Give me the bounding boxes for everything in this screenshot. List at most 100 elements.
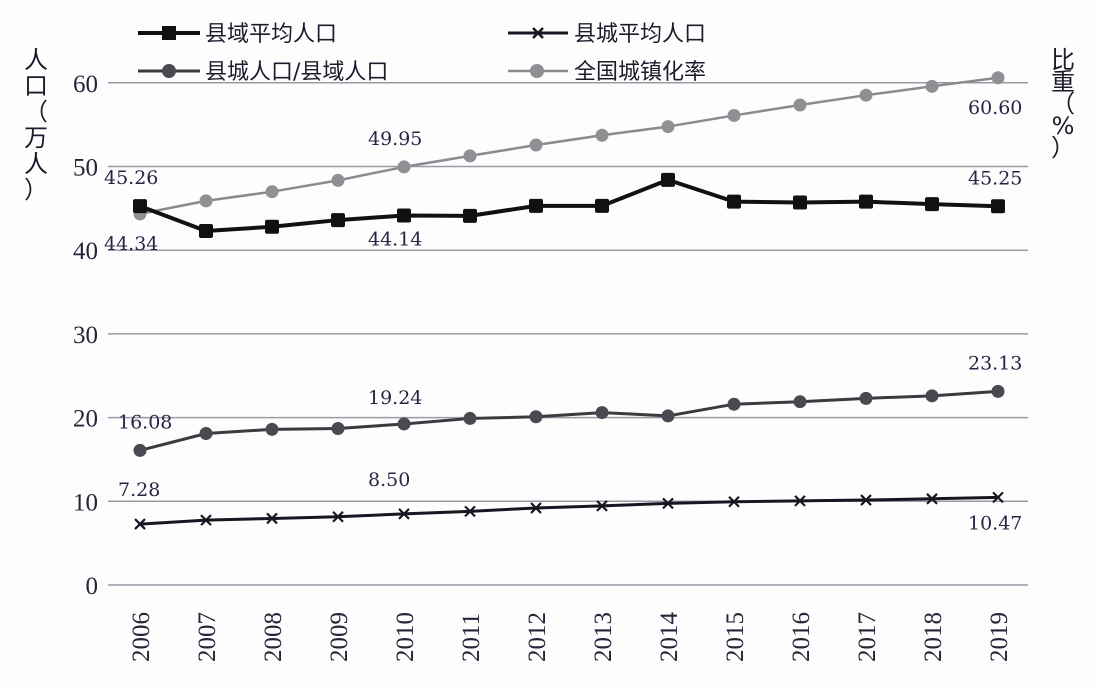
circle-marker-icon bbox=[727, 397, 741, 411]
x-marker-icon bbox=[728, 495, 740, 508]
x-marker-icon bbox=[530, 502, 542, 514]
x-marker-icon bbox=[992, 491, 1004, 504]
square-marker-icon bbox=[331, 213, 345, 228]
x-marker-icon bbox=[860, 494, 872, 506]
circle-marker-icon bbox=[991, 384, 1005, 398]
legend-label: 县域平均人口 bbox=[205, 22, 337, 47]
data-labels: 45.26 44.34 49.95 44.14 60.60 45.25 16.08 19.24… bbox=[104, 97, 1022, 535]
circle-marker-icon bbox=[397, 417, 411, 431]
data-label: 8.50 bbox=[368, 469, 410, 491]
y-axis-title-left: 人口（万人） bbox=[24, 46, 48, 204]
x-marker-icon bbox=[266, 512, 278, 525]
circle-marker-icon bbox=[463, 149, 477, 163]
x-marker-icon bbox=[398, 508, 410, 520]
square-marker-icon bbox=[595, 198, 609, 213]
x-tick-label: 2019 bbox=[986, 612, 1013, 662]
square-marker-icon bbox=[727, 194, 741, 209]
data-label: 19.24 bbox=[368, 387, 422, 409]
y-tick-label: 30 bbox=[73, 322, 98, 349]
y-tick-label: 50 bbox=[73, 155, 98, 182]
square-marker-icon bbox=[529, 198, 543, 213]
x-tick-label: 2012 bbox=[524, 612, 551, 662]
axis-title-char: ） bbox=[1051, 134, 1075, 162]
legend-label: 全国城镇化率 bbox=[574, 60, 706, 85]
series-3 bbox=[133, 71, 1005, 221]
circle-marker-icon bbox=[199, 194, 213, 208]
series-2 bbox=[133, 384, 1005, 457]
data-label: 7.28 bbox=[118, 479, 160, 501]
square-marker-icon bbox=[199, 223, 213, 238]
x-tick-label: 2009 bbox=[326, 612, 353, 662]
x-marker-icon bbox=[926, 493, 938, 505]
gridlines bbox=[108, 82, 1028, 586]
series-1 bbox=[134, 491, 1004, 530]
circle-marker-icon bbox=[793, 98, 807, 112]
axis-title-char: 重 bbox=[1051, 68, 1075, 96]
circle-marker-icon bbox=[859, 88, 873, 102]
y-tick-label: 10 bbox=[73, 489, 98, 516]
x-tick-label: 2008 bbox=[260, 612, 287, 662]
legend-item-town-county-ratio: 县城人口/县域人口 bbox=[138, 60, 388, 85]
data-label: 44.34 bbox=[104, 233, 158, 255]
axis-title-char: 口 bbox=[24, 72, 48, 100]
x-marker-icon bbox=[532, 27, 544, 39]
x-tick-label: 2018 bbox=[920, 612, 947, 662]
data-label: 44.14 bbox=[368, 229, 422, 251]
circle-marker-icon bbox=[991, 71, 1005, 85]
circle-marker-icon bbox=[265, 185, 279, 199]
circle-marker-icon bbox=[530, 64, 544, 78]
axis-title-char: （ bbox=[1051, 90, 1075, 118]
circle-marker-icon bbox=[925, 389, 939, 403]
x-marker-icon bbox=[464, 505, 476, 518]
axis-title-char: 人 bbox=[24, 46, 48, 74]
data-label: 45.26 bbox=[104, 167, 158, 189]
circle-marker-icon bbox=[265, 422, 279, 436]
x-tick-label: 2010 bbox=[392, 612, 419, 662]
circle-marker-icon bbox=[331, 421, 345, 435]
x-axis-ticks: 2006 2007 2008 2009 2010 2011 2012 2013 2014 2015… bbox=[128, 612, 1013, 663]
square-marker-icon bbox=[925, 197, 939, 212]
circle-marker-icon bbox=[595, 128, 609, 142]
legend: 县域平均人口 县城平均人口 县城人口/县域人口 全国城镇化率 bbox=[138, 22, 706, 85]
x-marker-icon bbox=[794, 495, 806, 507]
circle-marker-icon bbox=[925, 79, 939, 93]
legend-label: 县城平均人口 bbox=[574, 22, 706, 47]
series-0 bbox=[133, 172, 1005, 238]
y-axis-ticks: 0 10 20 30 40 50 60 bbox=[73, 71, 98, 600]
legend-item-town-avg-pop: 县城平均人口 bbox=[508, 22, 706, 47]
data-label: 49.95 bbox=[368, 128, 422, 150]
circle-marker-icon bbox=[463, 411, 477, 425]
x-tick-label: 2016 bbox=[788, 612, 815, 662]
square-marker-icon bbox=[397, 208, 411, 223]
axis-title-char: 人 bbox=[24, 150, 48, 178]
circle-marker-icon bbox=[661, 409, 675, 423]
x-marker-icon bbox=[596, 500, 608, 512]
series-line bbox=[139, 177, 999, 233]
series-line bbox=[139, 389, 999, 452]
circle-marker-icon bbox=[793, 395, 807, 409]
square-marker-icon bbox=[793, 195, 807, 210]
data-label: 45.25 bbox=[968, 167, 1022, 189]
legend-label: 县城人口/县域人口 bbox=[205, 60, 388, 85]
x-tick-label: 2007 bbox=[194, 612, 221, 662]
x-marker-icon bbox=[332, 511, 344, 523]
axis-title-char: % bbox=[1052, 112, 1075, 140]
data-label: 23.13 bbox=[968, 352, 1022, 374]
legend-item-county-avg-pop: 县域平均人口 bbox=[138, 22, 337, 47]
square-marker-icon bbox=[463, 208, 477, 223]
circle-marker-icon bbox=[859, 391, 873, 405]
circle-marker-icon bbox=[529, 138, 543, 152]
y-axis-title-right: 比重（%） bbox=[1051, 46, 1075, 162]
circle-marker-icon bbox=[397, 160, 411, 174]
series-lines bbox=[133, 71, 1005, 530]
data-label: 10.47 bbox=[968, 512, 1022, 534]
x-tick-label: 2017 bbox=[854, 612, 881, 662]
circle-marker-icon bbox=[727, 108, 741, 122]
data-label: 16.08 bbox=[118, 411, 172, 433]
square-marker-icon bbox=[265, 219, 279, 234]
square-marker-icon bbox=[162, 26, 176, 40]
square-marker-icon bbox=[661, 172, 675, 187]
x-marker-icon bbox=[134, 518, 146, 530]
series-line bbox=[139, 76, 999, 216]
